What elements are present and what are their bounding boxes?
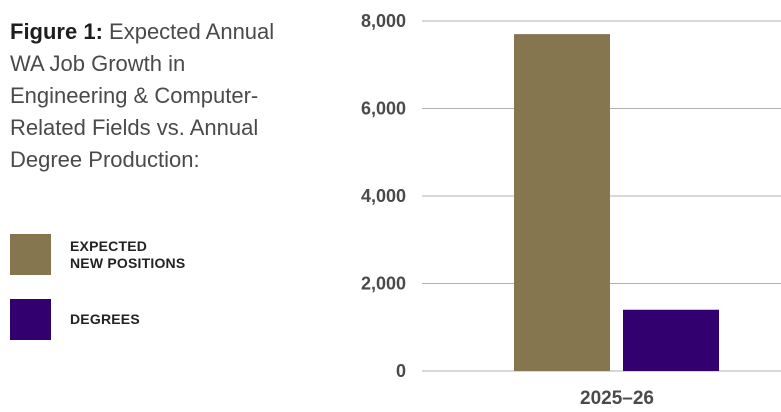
figure-label: Figure 1:	[10, 19, 103, 44]
bar-expected-new-positions	[514, 34, 610, 371]
legend-swatch-degrees	[10, 299, 51, 340]
legend-label-degrees: DEGREES	[70, 311, 140, 327]
y-tick-label: 6,000	[361, 99, 406, 119]
bar-degrees	[623, 309, 719, 371]
y-tick-label: 0	[396, 361, 406, 381]
legend-label-expected-new-positions: EXPECTED NEW POSITIONS	[70, 237, 186, 271]
y-tick-label: 2,000	[361, 274, 406, 294]
legend-swatch-expected-new-positions	[10, 234, 51, 275]
y-tick-label: 4,000	[361, 186, 406, 206]
legend-item-expected-new-positions: EXPECTED NEW POSITIONS	[10, 234, 185, 275]
y-tick-label: 8,000	[361, 11, 406, 31]
figure-title: Figure 1: Expected Annual WA Job Growth …	[10, 16, 300, 176]
x-category-label: 2025–26	[580, 388, 654, 409]
figure-caption: Expected Annual WA Job Growth in Enginee…	[10, 19, 275, 172]
legend-item-degrees: DEGREES	[10, 299, 140, 340]
